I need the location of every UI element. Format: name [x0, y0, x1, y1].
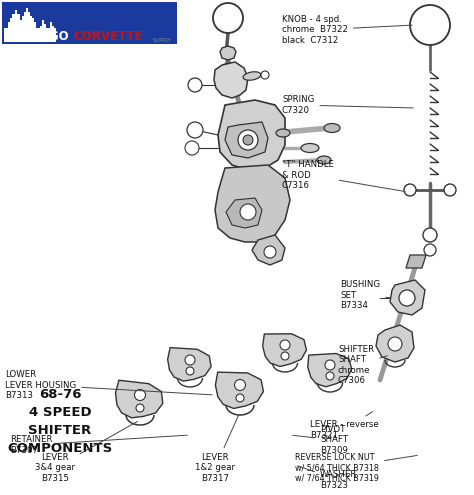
- Text: KNOB - 4 spd.
chrome  B7322
black  C7312: KNOB - 4 spd. chrome B7322 black C7312: [282, 15, 412, 45]
- Polygon shape: [263, 334, 307, 366]
- Text: 68-76: 68-76: [39, 389, 81, 401]
- Polygon shape: [225, 122, 268, 158]
- Polygon shape: [4, 8, 56, 42]
- Circle shape: [236, 394, 244, 402]
- Ellipse shape: [317, 156, 331, 164]
- Polygon shape: [168, 347, 211, 381]
- Text: LEVER
3&4 gear
B7315: LEVER 3&4 gear B7315: [35, 421, 137, 483]
- Circle shape: [261, 71, 269, 79]
- Circle shape: [243, 135, 253, 145]
- Circle shape: [444, 184, 456, 196]
- Circle shape: [235, 380, 246, 391]
- Text: BUSHING
SET
B7334: BUSHING SET B7334: [340, 280, 390, 310]
- Text: CORVETTE: CORVETTE: [73, 30, 143, 43]
- Polygon shape: [214, 62, 248, 98]
- Bar: [2, 2, 177, 44]
- Circle shape: [136, 404, 144, 412]
- Circle shape: [326, 372, 334, 380]
- Circle shape: [410, 5, 450, 45]
- Polygon shape: [215, 165, 290, 242]
- Ellipse shape: [276, 129, 290, 137]
- Polygon shape: [390, 280, 425, 315]
- Text: WASHER
B7323: WASHER B7323: [298, 466, 357, 490]
- Text: REVERSE LOCK NUT
w/ 5/64 THICK B7318
w/ 7/64 THICK B7319: REVERSE LOCK NUT w/ 5/64 THICK B7318 w/ …: [295, 453, 417, 483]
- Text: 4 SPEED: 4 SPEED: [29, 406, 91, 419]
- Circle shape: [240, 204, 256, 220]
- Circle shape: [399, 290, 415, 306]
- Circle shape: [186, 367, 194, 375]
- Polygon shape: [252, 235, 285, 265]
- Circle shape: [213, 3, 243, 33]
- Circle shape: [325, 360, 335, 370]
- Text: LOWER
LEVER HOUSING
B7313: LOWER LEVER HOUSING B7313: [5, 370, 212, 400]
- Circle shape: [281, 352, 289, 360]
- Text: "T" HANDLE
& ROD
C7316: "T" HANDLE & ROD C7316: [282, 160, 405, 192]
- Circle shape: [238, 130, 258, 150]
- Text: RETAINER
B7307: RETAINER B7307: [10, 435, 187, 455]
- Polygon shape: [215, 372, 264, 408]
- Circle shape: [188, 78, 202, 92]
- Text: SPRING
C7320: SPRING C7320: [282, 96, 413, 115]
- Polygon shape: [308, 353, 352, 387]
- Text: LEVER - reverse
B7321: LEVER - reverse B7321: [310, 411, 379, 440]
- Circle shape: [187, 122, 203, 138]
- Text: SHIFTER
SHAFT
chrome
C7306: SHIFTER SHAFT chrome C7306: [338, 345, 387, 385]
- Polygon shape: [376, 325, 414, 362]
- Circle shape: [404, 184, 416, 196]
- Text: SUPPLY: SUPPLY: [153, 38, 172, 43]
- Ellipse shape: [301, 144, 319, 152]
- Text: PIVOT
SHAFT
B7309: PIVOT SHAFT B7309: [293, 425, 348, 455]
- Circle shape: [264, 246, 276, 258]
- Circle shape: [424, 244, 436, 256]
- Text: LEVER
1&2 gear
B7317: LEVER 1&2 gear B7317: [195, 414, 239, 483]
- Ellipse shape: [324, 123, 340, 133]
- Circle shape: [185, 141, 199, 155]
- Circle shape: [135, 390, 146, 400]
- Polygon shape: [226, 198, 262, 228]
- Polygon shape: [406, 255, 426, 268]
- Text: SHIFTER: SHIFTER: [28, 425, 91, 438]
- Text: COMPONENTS: COMPONENTS: [8, 443, 113, 455]
- Circle shape: [423, 228, 437, 242]
- Ellipse shape: [243, 72, 261, 80]
- Circle shape: [185, 355, 195, 365]
- Circle shape: [280, 340, 290, 350]
- Polygon shape: [220, 46, 236, 60]
- Polygon shape: [218, 100, 285, 170]
- Polygon shape: [116, 380, 163, 418]
- Text: CHICAGO: CHICAGO: [8, 30, 69, 43]
- Circle shape: [388, 337, 402, 351]
